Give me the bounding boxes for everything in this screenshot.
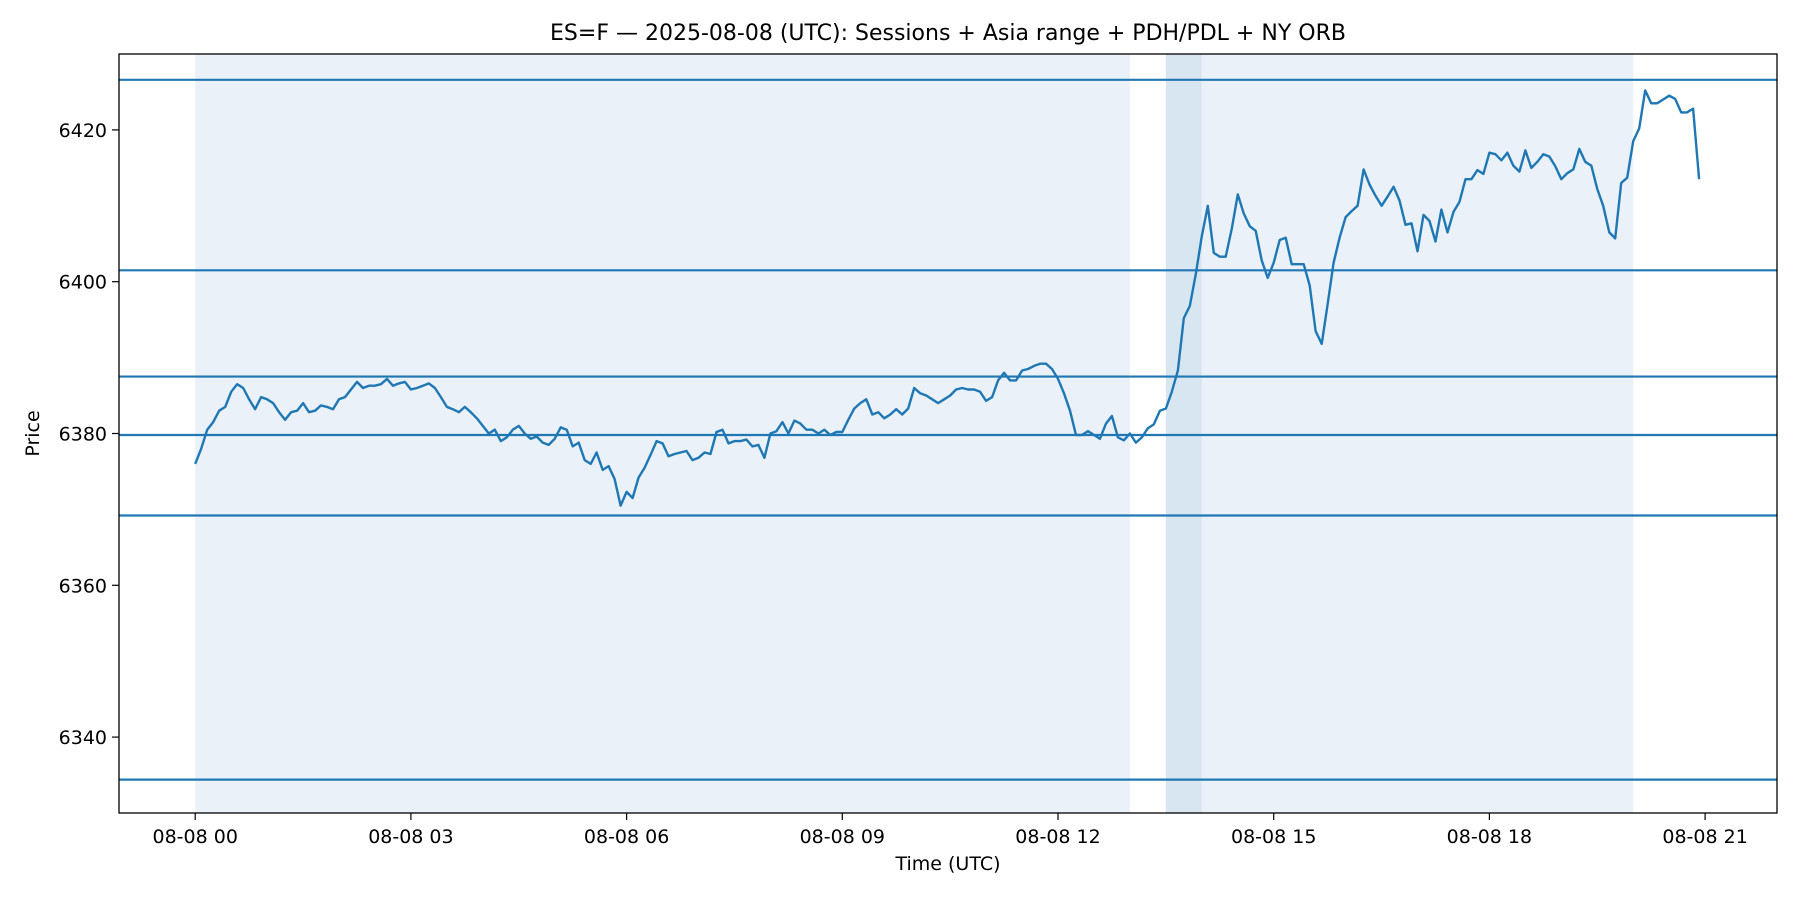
y-tick-label-0: 6340 [59, 727, 107, 749]
y-tick-label-3: 6400 [59, 272, 107, 294]
x-tick-label-4: 08-08 12 [1015, 826, 1100, 848]
x-tick-label-6: 08-08 18 [1447, 826, 1532, 848]
x-tick-label-5: 08-08 15 [1231, 826, 1316, 848]
x-tick-label-1: 08-08 03 [368, 826, 453, 848]
y-tick-label-2: 6380 [59, 424, 107, 446]
x-tick-label-7: 08-08 21 [1662, 826, 1747, 848]
horizontal-levels [119, 78, 1777, 781]
y-axis-label: Price [22, 410, 44, 456]
x-tick-label-0: 08-08 00 [152, 826, 237, 848]
orb-span-2 [1165, 54, 1202, 813]
chart-title: ES=F — 2025-08-08 (UTC): Sessions + Asia… [550, 21, 1346, 46]
session-span-0 [195, 54, 1130, 813]
y-tick-label-1: 6360 [59, 575, 107, 597]
x-axis: 08-08 00 08-08 03 08-08 06 08-08 09 08-08 12… [152, 813, 1748, 848]
y-axis: 6340 6360 6380 6400 6420 [59, 120, 119, 749]
price-series [194, 89, 1701, 507]
y-tick-label-4: 6420 [59, 120, 107, 142]
x-tick-label-2: 08-08 06 [584, 826, 669, 848]
price-line-0 [194, 89, 1701, 507]
x-tick-label-3: 08-08 09 [800, 826, 885, 848]
session-span-1 [1165, 54, 1634, 813]
session-shading [195, 54, 1634, 813]
x-axis-label: Time (UTC) [894, 853, 1000, 875]
